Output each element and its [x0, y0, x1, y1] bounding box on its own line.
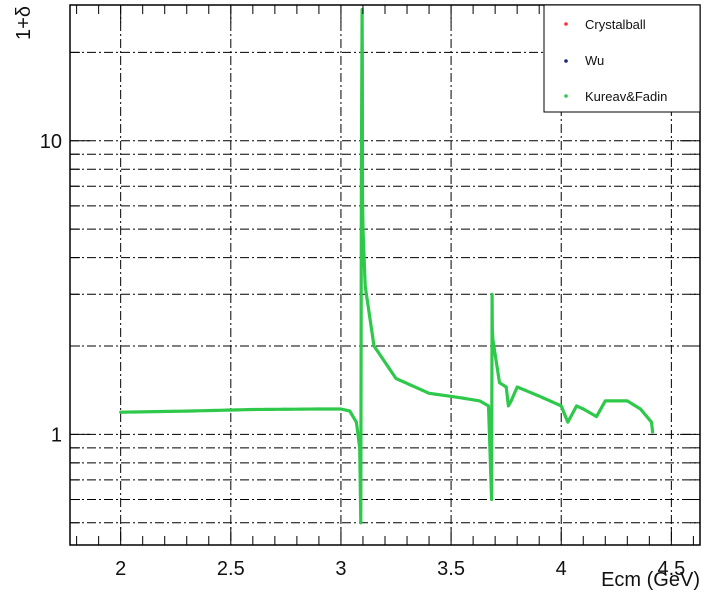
legend-box: [543, 4, 701, 113]
legend-label-crystalball: Crystalball: [585, 17, 646, 32]
legend-label-kureav-fadin: Kureav&Fadin: [585, 89, 667, 104]
x-tick-label: 2.5: [217, 558, 245, 580]
legend: Crystalball Wu Kureav&Fadin: [543, 4, 701, 113]
y-tick-labels: 1 10: [40, 131, 62, 447]
data-series: [119, 7, 655, 525]
y-axis-title: 1+δ: [13, 6, 35, 40]
legend-marker-crystalball: [564, 22, 568, 26]
x-tick-label: 4.5: [657, 558, 685, 580]
grid-lines: [70, 5, 700, 545]
legend-marker-kureav-fadin: [564, 94, 568, 98]
x-tick-labels: 2 2.5 3 3.5 4 4.5: [115, 558, 685, 580]
x-tick-label: 4: [556, 558, 567, 580]
legend-marker-wu: [564, 59, 568, 63]
legend-label-wu: Wu: [585, 53, 604, 68]
x-tick-label: 3.5: [437, 558, 465, 580]
y-tick-label: 10: [40, 131, 62, 153]
y-tick-label: 1: [51, 424, 62, 446]
x-axis-title: Ecm (GeV): [601, 569, 700, 591]
series-line-kureav-fadin: [119, 7, 655, 525]
x-tick-label: 3: [335, 558, 346, 580]
x-tick-label: 2: [115, 558, 126, 580]
